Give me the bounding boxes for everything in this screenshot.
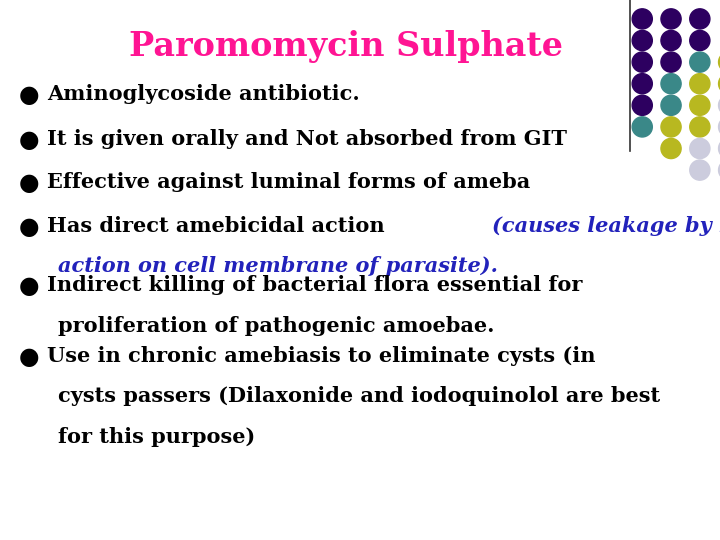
Text: cysts passers (Dilaxonide and iodoquinolol are best: cysts passers (Dilaxonide and iodoquinol… [58,386,660,406]
Ellipse shape [690,73,710,94]
Ellipse shape [632,9,652,29]
Text: proliferation of pathogenic amoebae.: proliferation of pathogenic amoebae. [58,316,494,336]
Text: ●: ● [19,346,39,369]
Ellipse shape [690,52,710,72]
Ellipse shape [690,138,710,159]
Text: ●: ● [19,172,39,195]
Text: Use in chronic amebiasis to eliminate cysts (in: Use in chronic amebiasis to eliminate cy… [47,346,595,366]
Ellipse shape [661,9,681,29]
Ellipse shape [661,117,681,137]
Ellipse shape [632,117,652,137]
Ellipse shape [661,52,681,72]
Ellipse shape [661,30,681,51]
Text: ●: ● [19,84,39,107]
Ellipse shape [719,160,720,180]
Ellipse shape [719,52,720,72]
Text: ●: ● [19,129,39,152]
Text: for this purpose): for this purpose) [58,427,255,447]
Ellipse shape [632,52,652,72]
Text: Aminoglycoside antibiotic.: Aminoglycoside antibiotic. [47,84,359,104]
Ellipse shape [690,9,710,29]
Ellipse shape [690,117,710,137]
Ellipse shape [719,73,720,94]
Ellipse shape [632,95,652,116]
Text: (causes leakage by its: (causes leakage by its [492,216,720,236]
Ellipse shape [690,95,710,116]
Text: ●: ● [19,275,39,299]
Ellipse shape [690,160,710,180]
Ellipse shape [690,30,710,51]
Ellipse shape [661,138,681,159]
Ellipse shape [719,138,720,159]
Text: Indirect killing of bacterial flora essential for: Indirect killing of bacterial flora esse… [47,275,582,295]
Ellipse shape [632,30,652,51]
Ellipse shape [719,95,720,116]
Ellipse shape [661,95,681,116]
Text: It is given orally and Not absorbed from GIT: It is given orally and Not absorbed from… [47,129,567,148]
Text: Paromomycin Sulphate: Paromomycin Sulphate [129,30,562,63]
Text: Effective against luminal forms of ameba: Effective against luminal forms of ameba [47,172,530,192]
Text: Has direct amebicidal action: Has direct amebicidal action [47,216,392,236]
Text: action on cell membrane of parasite).: action on cell membrane of parasite). [58,256,498,276]
Ellipse shape [719,117,720,137]
Text: ●: ● [19,216,39,239]
Ellipse shape [632,73,652,94]
Ellipse shape [661,73,681,94]
